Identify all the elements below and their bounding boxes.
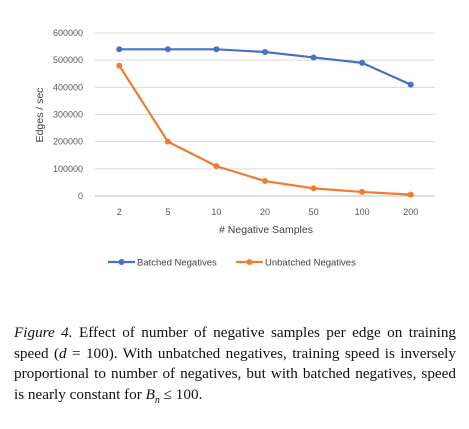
data-point [213,163,220,170]
x-tick-label: 50 [309,207,319,217]
data-point [164,46,171,53]
y-tick-label: 0 [78,191,83,201]
x-tick-label: 2 [117,207,122,217]
d-variable: d [59,344,67,362]
data-point [116,46,123,53]
bn-subscript: n [154,394,160,406]
data-point [310,185,317,192]
caption-line2b: = 100). With unbatched negatives, traini… [66,344,395,362]
legend: Batched Negatives Unbatched Negatives [108,258,356,269]
x-axis-ticks: 2 5 10 20 50 100 200 [117,207,418,217]
data-point [359,59,366,66]
bn-base: B [145,385,155,403]
figure-caption: Figure 4. Effect of number of negative s… [14,323,456,411]
data-point [407,81,414,88]
caption-line4a: negatives, speed is nearly constant for [14,365,457,403]
y-axis-ticks: 0 100000 200000 300000 400000 500000 600000 [53,28,83,201]
gridlines [95,32,435,197]
data-point [359,188,366,195]
y-tick-label: 100000 [53,164,83,174]
y-tick-label: 300000 [53,110,83,120]
y-axis-label: Edges / sec [34,88,46,143]
data-point [262,178,268,185]
data-point [213,46,220,53]
y-tick-label: 500000 [53,55,83,65]
data-point [262,49,268,56]
x-axis-label: # Negative Samples [219,224,313,236]
legend-label: Batched Negatives [137,258,217,269]
bn-variable: Bn [145,385,160,406]
x-tick-label: 5 [165,207,170,217]
legend-marker [118,259,125,265]
x-tick-label: 10 [211,207,221,217]
legend-marker [246,259,253,265]
series-line-1 [118,65,411,196]
data-point [164,138,171,145]
caption-line4b: ≤ 100. [159,385,203,403]
series-lines [116,46,414,198]
x-tick-label: 20 [260,207,270,217]
legend-label: Unbatched Negatives [265,258,356,269]
data-point [310,54,317,61]
caption-line2a: speed ( [14,344,60,362]
caption-line1: Effect of number of negative samples per… [72,324,457,341]
y-tick-label: 400000 [53,82,83,92]
x-tick-label: 100 [355,207,370,217]
line-chart: 0 100000 200000 300000 400000 500000 600000 2 5… [34,28,435,269]
caption-line3: inversely proportional to number of nega… [14,344,456,383]
x-tick-label: 200 [403,207,418,217]
y-tick-label: 200000 [53,137,83,147]
y-tick-label: 600000 [53,28,83,38]
data-point [116,62,123,69]
figure-label: Figure 4. [14,324,73,341]
data-point [407,191,414,198]
